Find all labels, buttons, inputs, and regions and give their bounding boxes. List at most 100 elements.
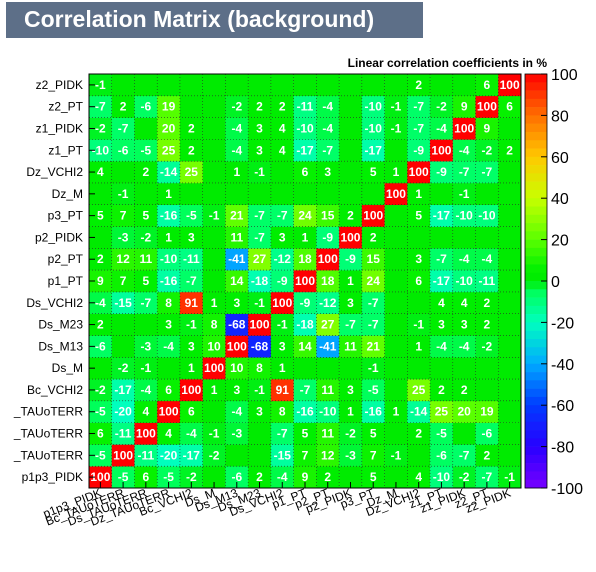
palette-band bbox=[525, 148, 547, 158]
cell-value-label: -1 bbox=[391, 448, 402, 462]
palette-band bbox=[525, 471, 547, 481]
chart-subtitle: Linear correlation coefficients in % bbox=[348, 56, 548, 70]
cell-value-label: -7 bbox=[459, 448, 470, 462]
heatmap-cell bbox=[89, 204, 113, 227]
palette-band bbox=[525, 123, 547, 133]
cell-value-label: -7 bbox=[368, 296, 379, 310]
cell-value-label: -2 bbox=[482, 339, 493, 353]
heatmap-cell bbox=[361, 182, 385, 206]
heatmap-cell bbox=[157, 74, 181, 97]
cell-value-label: -3 bbox=[345, 448, 356, 462]
heatmap-cell bbox=[202, 379, 226, 402]
cell-value-label: 1 bbox=[302, 230, 309, 244]
heatmap-cell bbox=[339, 226, 363, 249]
cell-value-label: 1 bbox=[233, 165, 240, 179]
heatmap-cell bbox=[248, 335, 272, 358]
heatmap-cell bbox=[407, 204, 431, 227]
palette-band bbox=[525, 82, 547, 91]
heatmap-cell bbox=[89, 182, 113, 206]
cell-value-label: -16 bbox=[296, 405, 314, 419]
palette-band bbox=[525, 156, 547, 166]
cell-value-label: 5 bbox=[415, 209, 422, 223]
cell-value-label: -5 bbox=[368, 383, 379, 397]
heatmap-cell bbox=[134, 313, 158, 336]
cell-value-label: 5 bbox=[142, 274, 149, 288]
cell-value-label: -18 bbox=[296, 318, 314, 332]
heatmap-cell bbox=[498, 74, 522, 97]
heatmap-cell bbox=[430, 335, 454, 358]
heatmap-cell bbox=[89, 313, 113, 336]
cell-value-label: -11 bbox=[137, 448, 154, 462]
cell-value-label: -4 bbox=[186, 427, 197, 441]
heatmap-cell bbox=[407, 139, 431, 162]
cell-value-label: -7 bbox=[186, 274, 197, 288]
heatmap-cell bbox=[179, 182, 203, 206]
heatmap-cell bbox=[293, 204, 317, 227]
cell-value-label: 8 bbox=[256, 361, 263, 375]
cell-value-label: -4 bbox=[141, 383, 152, 397]
heatmap-cell bbox=[384, 466, 408, 489]
cell-value-label: 2 bbox=[142, 165, 149, 179]
heatmap-cell bbox=[316, 74, 340, 97]
cell-value-label: 3 bbox=[233, 383, 240, 397]
heatmap-cell bbox=[361, 139, 385, 162]
cell-value-label: -5 bbox=[186, 209, 197, 223]
cell-value-label: -15 bbox=[274, 448, 292, 462]
palette-band bbox=[525, 74, 547, 83]
cell-value-label: 3 bbox=[347, 296, 354, 310]
y-tick-label: p1p3_PIDK bbox=[22, 470, 83, 484]
heatmap-cell bbox=[111, 95, 135, 118]
heatmap-cell bbox=[89, 161, 113, 184]
heatmap-cell bbox=[452, 270, 476, 293]
heatmap-cell bbox=[452, 139, 476, 162]
heatmap-cell bbox=[407, 270, 431, 293]
cell-value-label: -16 bbox=[365, 405, 383, 419]
cell-value-label: 100 bbox=[386, 187, 406, 201]
cell-value-label: -5 bbox=[436, 427, 447, 441]
cell-value-label: -1 bbox=[413, 318, 424, 332]
cell-value-label: -1 bbox=[209, 209, 220, 223]
cell-value-label: -3 bbox=[118, 230, 129, 244]
heatmap-cell bbox=[498, 270, 522, 293]
cell-value-label: 25 bbox=[162, 143, 176, 157]
cell-value-label: -7 bbox=[368, 318, 379, 332]
heatmap-cell bbox=[179, 379, 203, 402]
palette-tick-label: -40 bbox=[551, 357, 574, 374]
cell-value-label: 4 bbox=[461, 296, 468, 310]
heatmap-cell bbox=[339, 335, 363, 358]
heatmap-cell bbox=[339, 444, 363, 467]
y-tick-label: p3_PT bbox=[48, 209, 84, 223]
heatmap-cell bbox=[248, 139, 272, 162]
palette-band bbox=[525, 388, 547, 398]
heatmap-cell bbox=[498, 161, 522, 184]
heatmap-cell bbox=[361, 291, 385, 314]
heatmap-cell bbox=[430, 204, 454, 227]
palette-band bbox=[525, 107, 547, 116]
heatmap-cell bbox=[248, 182, 272, 206]
cell-value-label: -4 bbox=[231, 121, 242, 135]
cell-value-label: -7 bbox=[141, 296, 152, 310]
heatmap-cell bbox=[384, 182, 408, 206]
heatmap-cell bbox=[452, 95, 476, 118]
heatmap-cell bbox=[452, 248, 476, 271]
cell-value-label: 1 bbox=[415, 187, 422, 201]
heatmap-cell bbox=[270, 357, 294, 380]
heatmap-cell bbox=[293, 379, 317, 402]
heatmap-cell bbox=[430, 248, 454, 271]
cell-value-label: 5 bbox=[142, 209, 149, 223]
heatmap-cell bbox=[248, 248, 272, 271]
heatmap-cell bbox=[475, 270, 499, 293]
heatmap-cell bbox=[407, 400, 431, 423]
cell-value-label: 2 bbox=[188, 121, 195, 135]
cell-value-label: -11 bbox=[479, 274, 496, 288]
heatmap-cell bbox=[202, 270, 226, 293]
heatmap-cell bbox=[452, 400, 476, 423]
cell-value-label: 6 bbox=[415, 274, 422, 288]
cell-value-label: 27 bbox=[253, 252, 267, 266]
cell-value-label: -10 bbox=[92, 143, 110, 157]
heatmap-cell bbox=[475, 335, 499, 358]
palette-tick-label: 80 bbox=[551, 108, 569, 125]
heatmap-cell bbox=[134, 204, 158, 227]
heatmap-cell bbox=[202, 204, 226, 227]
cell-value-label: -20 bbox=[160, 448, 178, 462]
